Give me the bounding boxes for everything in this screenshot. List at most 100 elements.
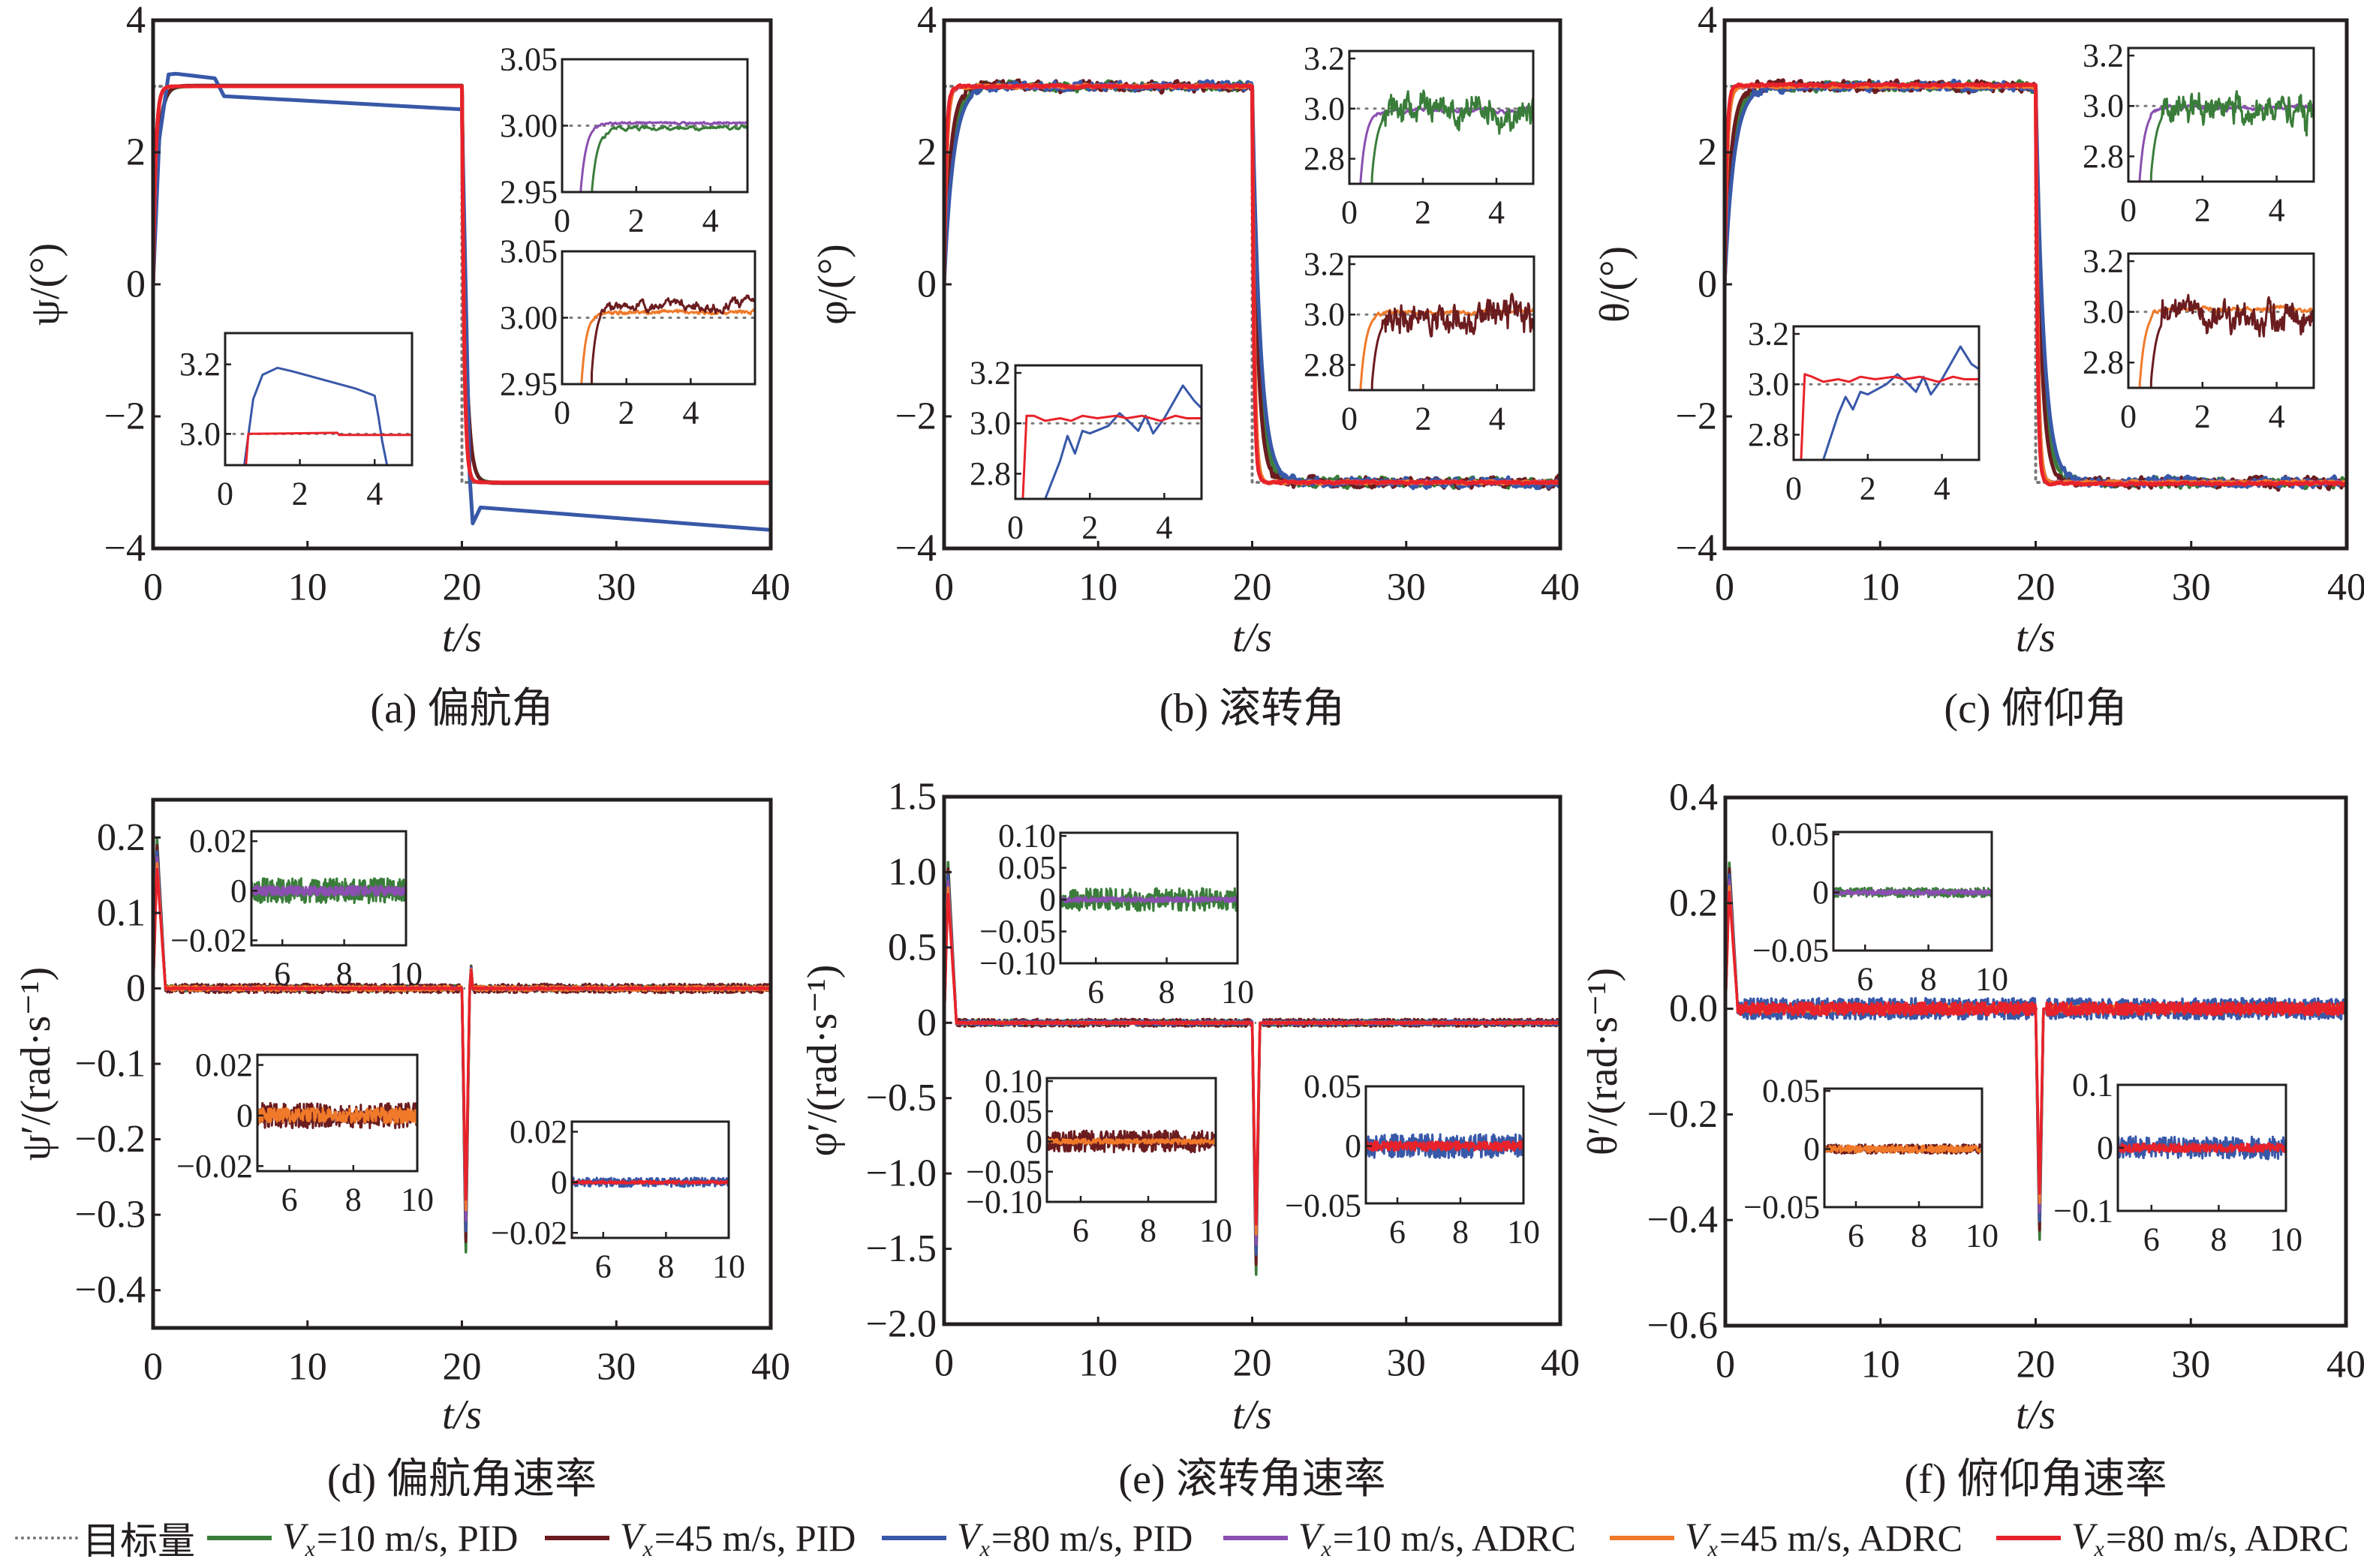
legend-label: =45 m/s, ADRC (1719, 1517, 1962, 1559)
inset-series-line-pid45 (257, 1101, 417, 1130)
y-tick-label: 3.00 (500, 299, 558, 336)
y-tick-label: −4 (895, 527, 937, 570)
y-tick-label: 0.1 (97, 891, 146, 934)
plot-area (153, 71, 771, 532)
x-tick-label: 40 (1541, 1342, 1580, 1385)
y-tick-label: −4 (1676, 527, 1717, 570)
legend-item-adrc45: Vx =45 m/s, ADRC (1610, 1514, 1962, 1562)
inset-background (2128, 254, 2314, 388)
x-tick-label: 40 (751, 1346, 790, 1389)
inset-frame (250, 830, 408, 947)
inset-background (1349, 257, 1534, 390)
y-tick-label: 3.2 (1748, 316, 1789, 353)
y-tick-label: 3.0 (1748, 366, 1789, 403)
x-tick-label: 10 (1199, 1212, 1232, 1249)
x-tick-label: 40 (751, 566, 790, 609)
x-tick-label: 8 (1159, 974, 1175, 1011)
y-tick-label: 0.10 (998, 818, 1056, 855)
plot-area (944, 78, 1560, 491)
inset-series-line-pid10 (591, 124, 747, 192)
x-tick-label: 4 (682, 395, 699, 431)
inset-frame (2127, 252, 2315, 389)
x-tick-label: 6 (281, 1182, 298, 1218)
x-tick-label: 10 (1078, 1342, 1117, 1385)
y-tick-label: −0.05 (1752, 933, 1829, 969)
inset-frame (256, 1053, 419, 1173)
inset-plot-area (2128, 293, 2314, 388)
x-tick-label: 6 (1848, 1218, 1864, 1254)
inset-frame (1832, 831, 1993, 952)
y-axis-label: φ′/(rad·s⁻¹) (799, 965, 846, 1157)
inset-a-0: 0 2 4 2.95 3.00 3.05 (500, 41, 749, 239)
inset-series-line-adrc45 (257, 1107, 417, 1125)
y-tick-label: 3.0 (179, 416, 221, 452)
x-tick-label: 30 (597, 1346, 636, 1389)
y-tick-label: 0.10 (985, 1063, 1042, 1100)
y-tick-label: 0.4 (1669, 776, 1718, 819)
y-tick-label: −0.1 (75, 1043, 146, 1086)
inset-background (1794, 326, 1979, 460)
y-tick-label: 1.0 (888, 851, 937, 894)
y-axis-label: θ′/(rad·s⁻¹) (1580, 968, 1626, 1155)
y-tick-label: 2 (1698, 131, 1717, 174)
inset-e-2: 6 8 10 −0.05 0 0.05 (1285, 1068, 1540, 1251)
y-tick-label: −2 (104, 395, 146, 438)
y-tick-label: 0.5 (888, 926, 937, 969)
x-tick-label: 0 (934, 566, 954, 609)
inset-plot-area (1794, 345, 1979, 460)
inset-d-0: 6 8 10 −0.02 0 0.02 (170, 823, 423, 993)
x-tick-label: 2 (618, 395, 635, 431)
x-axis-label: t/s (2016, 1392, 2056, 1438)
inset-b-0: 0 2 4 2.8 3.0 3.2 (1304, 41, 1535, 231)
x-tick-label: 10 (401, 1182, 434, 1218)
panel-caption: (e) 滚转角速率 (1118, 1456, 1385, 1503)
y-tick-label: −0.05 (1285, 1188, 1361, 1224)
x-tick-label: 20 (2017, 1344, 2056, 1386)
x-tick-label: 10 (2269, 1221, 2302, 1258)
inset-series-line-adrc10 (251, 885, 406, 897)
x-tick-label: 2 (628, 203, 645, 239)
y-tick-label: 2.8 (970, 455, 1011, 492)
x-tick-label: 40 (2327, 566, 2364, 609)
inset-series-line-pid80 (243, 366, 389, 465)
legend-item-target: 目标量 (15, 1514, 195, 1562)
legend-label: =80 m/s, ADRC (2105, 1517, 2349, 1559)
x-tick-label: 4 (2269, 398, 2285, 435)
legend-var: Vx (1298, 1515, 1331, 1561)
y-tick-label: 2.95 (500, 366, 558, 403)
series-line-adrc80 (944, 893, 1560, 1226)
y-tick-label: 3.2 (1304, 41, 1345, 77)
inset-series-line-adrc10 (579, 121, 747, 192)
inset-f-1: 6 8 10 −0.05 0 0.05 (1743, 1073, 1999, 1254)
y-axis-label: ψ/(°) (22, 243, 68, 326)
y-tick-label: 0 (1345, 1128, 1361, 1164)
y-tick-label: −0.5 (866, 1077, 937, 1119)
x-tick-label: 2 (1860, 470, 1876, 507)
y-tick-label: −0.02 (176, 1148, 253, 1185)
y-tick-label: 3.0 (1304, 90, 1345, 127)
legend-swatch (545, 1536, 609, 1540)
y-tick-label: 2.8 (2083, 344, 2124, 381)
x-tick-label: 30 (597, 566, 636, 609)
x-tick-label: 6 (1389, 1214, 1406, 1251)
y-tick-label: 0.05 (985, 1093, 1042, 1130)
inset-plot-area (2128, 90, 2314, 182)
inset-series-line-adrc45 (1047, 1137, 1216, 1146)
y-tick-label: 0.0 (1669, 987, 1718, 1030)
y-tick-label: 3.0 (2083, 88, 2124, 125)
y-tick-label: 0 (1803, 1131, 1820, 1167)
y-tick-label: 0.02 (189, 823, 247, 860)
y-tick-label: 0 (230, 873, 247, 909)
inset-plot-area (1015, 384, 1202, 499)
x-axis-label: t/s (2016, 614, 2056, 661)
inset-frame (1823, 1087, 1984, 1209)
x-tick-label: 8 (657, 1248, 674, 1285)
series-line-pid80 (153, 71, 771, 532)
inset-series-line-adrc10 (1359, 105, 1533, 184)
x-tick-label: 0 (1341, 194, 1358, 231)
legend-swatch (1610, 1536, 1674, 1540)
y-tick-label: 2.8 (1748, 416, 1789, 453)
